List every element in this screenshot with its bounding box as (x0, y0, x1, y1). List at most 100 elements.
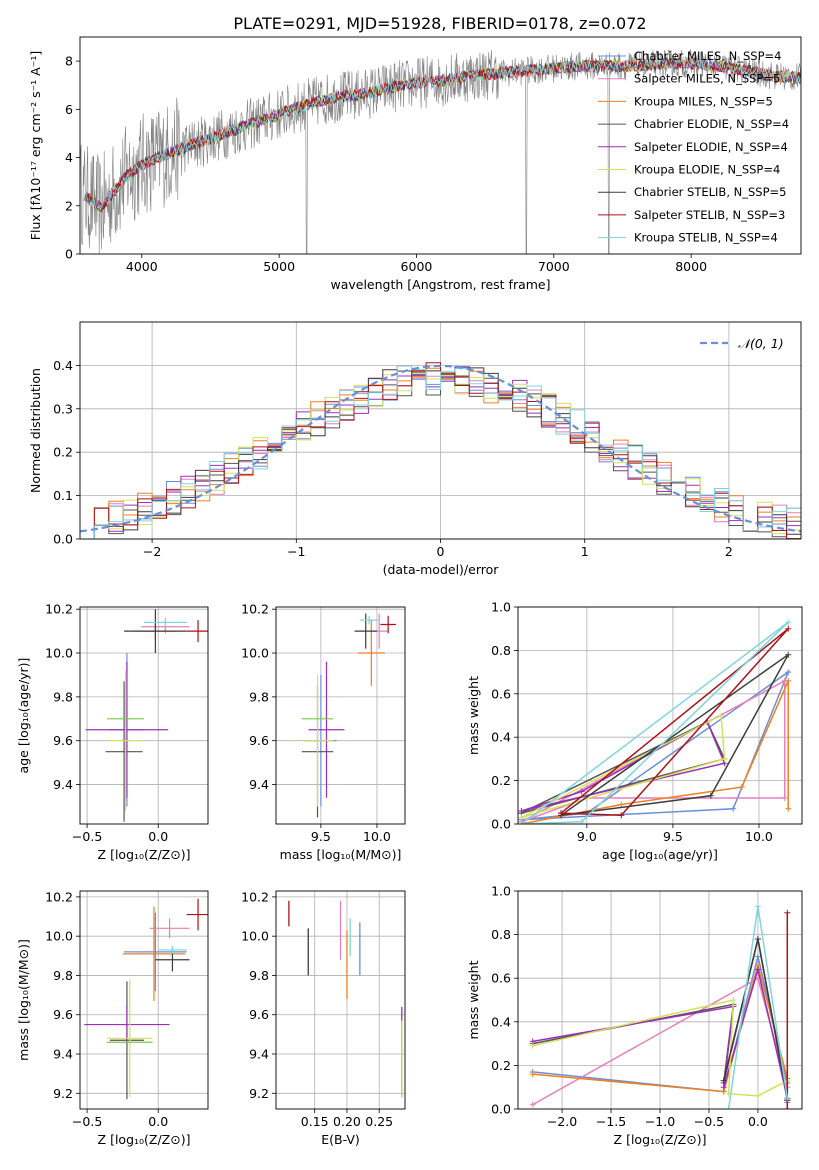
y-tick-label: 0.6 (491, 686, 511, 701)
axes-frame (79, 36, 802, 255)
x-axis-label: Z [log₁₀(Z/Z⊙)] (98, 1132, 191, 1147)
normal-curve (80, 364, 801, 533)
weight-marker-salpeter_miles (529, 1101, 536, 1108)
x-tick-label: 0.0 (748, 1114, 768, 1129)
y-tick-label: 9.6 (249, 1007, 269, 1022)
x-tick-label: 2 (725, 544, 733, 559)
y-tick-label: 0.8 (491, 927, 511, 942)
y-tick-label: 9.8 (53, 968, 73, 983)
legend-entry: Salpeter MILES, N_SSP=5 (634, 72, 780, 86)
axes-frame (79, 890, 209, 1110)
axes-frame (79, 606, 209, 825)
x-tick-label: 9.5 (663, 829, 683, 844)
chart-age_vs_z: −0.5 0.0 9.4 9.6 9.8 10.0 10.2 Z [log₁₀(Z/Z⊙)] a… (16, 602, 209, 862)
y-tick-label: 10.2 (241, 602, 269, 617)
legend-entry-normal: 𝒩(0, 1) (738, 336, 784, 351)
plot-area-mass_vs_ebv (288, 900, 403, 1098)
y-tick-label: 9.6 (53, 733, 73, 748)
x-tick-label: 0.15 (301, 1114, 329, 1129)
x-tick-label: 0.0 (148, 829, 168, 844)
plots-layer: 4000 5000 6000 7000 8000 0 2 4 6 8 wavelength [Ang… (16, 36, 803, 1147)
legend-entry: Kroupa MILES, N_SSP=5 (634, 94, 773, 108)
y-tick-label: 9.4 (53, 1047, 73, 1062)
y-tick-label: 10.2 (241, 889, 269, 904)
weight-marker-kroupa_miles (529, 1071, 536, 1078)
plot-area-age_vs_z (85, 609, 208, 822)
plot-area-mass_vs_z (84, 898, 208, 1100)
weight-line-chabrier_elodie (521, 720, 726, 814)
x-axis-label: Z [log₁₀(Z/Z⊙)] (98, 847, 191, 862)
x-tick-label: −0.5 (72, 1114, 102, 1129)
axes-frame (517, 606, 803, 825)
x-tick-label: −0.5 (694, 1114, 724, 1129)
weight-line-kroupa_elodie (521, 714, 726, 819)
axes-frame (79, 321, 802, 540)
y-tick-label: 0.2 (53, 445, 73, 460)
y-tick-label: 0.0 (53, 532, 73, 547)
weight-marker-salpeter_stelib (784, 909, 791, 916)
weight-line-kroupa_stelib (520, 621, 789, 824)
weight-marker-kroupa_elodie (518, 814, 525, 821)
y-tick-label: 10.0 (241, 929, 269, 944)
x-tick-label: 0.25 (365, 1114, 393, 1129)
y-tick-label: 9.2 (249, 1086, 269, 1101)
chart-residuals: −2 −1 0 1 2 0.0 0.1 0.2 0.3 0.4 (data-model)/error… (28, 321, 802, 577)
y-axis-label: mass [log₁₀(M/M⊙)] (16, 939, 31, 1061)
y-axis-label: mass weight (466, 676, 481, 755)
x-axis-label: wavelength [Angstrom, rest frame] (330, 277, 550, 292)
y-tick-label: 0.2 (491, 773, 511, 788)
y-tick-label: 0.1 (53, 488, 73, 503)
x-tick-label: 0.0 (148, 1114, 168, 1129)
x-tick-label: −1.5 (596, 1114, 626, 1129)
x-tick-label: −0.5 (72, 829, 102, 844)
y-tick-label: 9.2 (53, 1086, 73, 1101)
weight-marker-chabrier_miles (785, 669, 792, 676)
x-axis-label: Z [log₁₀(Z/Z⊙)] (614, 1132, 707, 1147)
weight-marker-salpeter_elodie (578, 788, 585, 795)
y-tick-label: 4 (65, 150, 73, 165)
plot-area-weight_vs_z (529, 903, 791, 1109)
y-tick-label: 10.0 (45, 646, 73, 661)
axes-frame (275, 890, 406, 1110)
y-tick-label: 10.2 (45, 889, 73, 904)
weight-marker-salpeter_elodie (518, 807, 525, 814)
x-tick-label: 6000 (401, 259, 433, 274)
y-tick-label: 0.8 (491, 643, 511, 658)
plot-area-residuals (80, 362, 801, 539)
chart-weight_vs_z: −2.0 −1.5 −1.0 −0.5 0.0 0.0 0.2 0.4 0.6 0.8 1.0 Z [… (466, 884, 803, 1147)
y-tick-label: 0.4 (491, 1014, 511, 1029)
x-axis-label: age [log₁₀(age/yr)] (602, 847, 718, 862)
weight-marker-salpeter_stelib (558, 810, 565, 817)
weight-marker-kroupa_stelib (784, 1095, 791, 1102)
x-tick-label: 9.0 (577, 829, 597, 844)
x-tick-label: 10.0 (363, 829, 391, 844)
x-tick-label: −1 (287, 544, 305, 559)
x-tick-label: −2 (143, 544, 161, 559)
y-tick-label: 9.8 (249, 689, 269, 704)
weight-line-salpeter_stelib (560, 628, 789, 817)
y-tick-label: 2 (65, 198, 73, 213)
y-tick-label: 0.2 (491, 1058, 511, 1073)
spectrum-data-line (80, 48, 801, 254)
weight-marker-salpeter_stelib (784, 1106, 791, 1109)
y-tick-label: 10.0 (45, 929, 73, 944)
y-tick-label: 0.6 (491, 971, 511, 986)
weight-marker-chabrier_stelib (754, 935, 761, 942)
weight-marker-kroupa_stelib (754, 903, 761, 910)
y-tick-label: 10.2 (45, 602, 73, 617)
x-tick-label: 7000 (538, 259, 570, 274)
y-tick-label: 9.8 (53, 689, 73, 704)
y-tick-label: 9.4 (249, 1047, 269, 1062)
weight-line-chabrier_stelib (560, 654, 789, 817)
weight-marker-chabrier_stelib (785, 651, 792, 658)
chart-spectrum: 4000 5000 6000 7000 8000 0 2 4 6 8 wavelength [Ang… (28, 36, 802, 292)
axes-frame (275, 606, 406, 825)
chart-weight_vs_age: 9.0 9.5 10.0 0.0 0.2 0.4 0.6 0.8 1.0 age [log₁₀(a… (466, 600, 803, 862)
legend-entry: Salpeter ELODIE, N_SSP=4 (634, 140, 788, 154)
y-tick-label: 0.4 (53, 358, 73, 373)
weight-marker-kroupa_elodie (529, 1042, 536, 1049)
weight-marker-salpeter_stelib (618, 812, 625, 819)
model-line-kroupa_stelib (83, 56, 801, 212)
figure-title: PLATE=0291, MJD=51928, FIBERID=0178, z=0… (233, 14, 646, 33)
